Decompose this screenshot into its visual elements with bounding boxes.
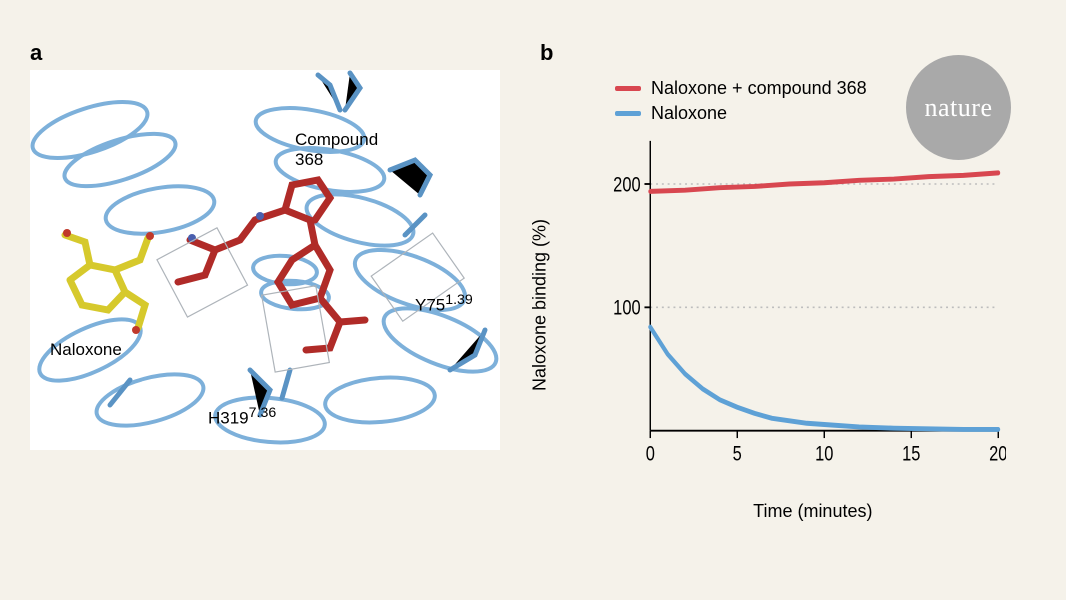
- legend-swatch-0: [615, 86, 641, 91]
- panel-b: b Naloxone + compound 368 Naloxone Nalox…: [540, 70, 1036, 540]
- line-chart-svg: 100 200 0 5 10 15 20: [600, 110, 1006, 480]
- svg-text:0: 0: [646, 441, 655, 464]
- chart-area: 100 200 0 5 10 15 20: [600, 110, 1006, 480]
- svg-text:10: 10: [815, 441, 833, 464]
- svg-text:20: 20: [989, 441, 1006, 464]
- panel-a-label: a: [30, 40, 42, 66]
- structure-rendering: Compound 368 Naloxone H3197.36 Y751.39: [30, 70, 500, 450]
- figure-container: a: [0, 0, 1066, 600]
- svg-text:15: 15: [902, 441, 920, 464]
- panel-a: a: [30, 70, 500, 540]
- molecular-structure-svg: [30, 70, 500, 450]
- legend-item-0: Naloxone + compound 368: [615, 78, 867, 99]
- svg-text:200: 200: [613, 172, 640, 195]
- svg-text:5: 5: [733, 441, 742, 464]
- panel-b-label: b: [540, 40, 553, 66]
- x-axis-label: Time (minutes): [753, 501, 872, 522]
- y-axis-label: Naloxone binding (%): [530, 219, 551, 391]
- svg-text:100: 100: [613, 296, 640, 319]
- legend-label-0: Naloxone + compound 368: [651, 78, 867, 99]
